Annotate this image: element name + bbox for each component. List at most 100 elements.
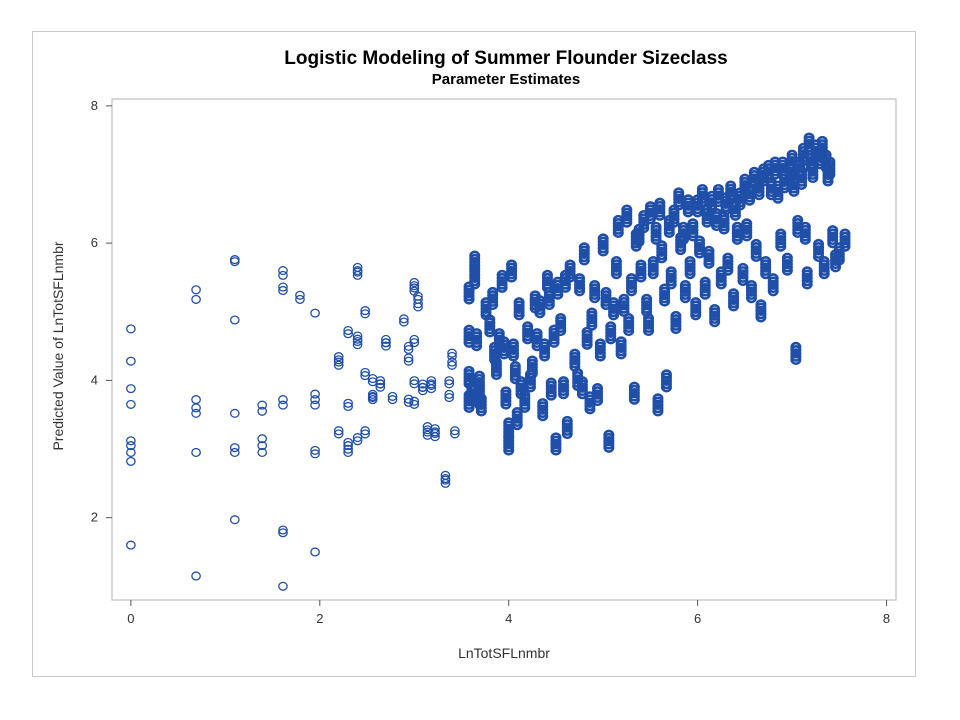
data-point [643, 312, 655, 324]
data-point [310, 445, 320, 455]
data-point [741, 218, 753, 229]
data-point [722, 252, 734, 263]
data-point [531, 328, 543, 339]
data-point [679, 280, 691, 291]
data-point [278, 395, 288, 405]
data-point [333, 429, 344, 439]
data-point [278, 285, 288, 296]
data-point [126, 356, 136, 366]
data-point [229, 447, 240, 457]
data-point [469, 250, 481, 261]
data-point [430, 428, 440, 439]
data-point [498, 336, 510, 347]
data-point [191, 294, 201, 304]
data-point [310, 400, 320, 410]
data-point [750, 238, 762, 250]
data-point [403, 353, 414, 363]
data-point [561, 415, 573, 427]
data-point [367, 395, 378, 405]
data-point [487, 286, 499, 298]
data-point [450, 429, 460, 439]
data-point [670, 310, 682, 322]
data-point [513, 297, 525, 308]
data-point [126, 447, 136, 457]
data-point [550, 432, 562, 443]
data-point [500, 386, 512, 397]
data-point [684, 256, 696, 267]
data-point [605, 321, 617, 332]
data-point [310, 308, 320, 318]
data-point [352, 336, 363, 347]
data-point [519, 389, 531, 401]
data-point [413, 302, 423, 312]
data-point [191, 408, 201, 418]
x-tick-label: 8 [883, 611, 890, 626]
data-point [712, 183, 724, 195]
data-point [755, 299, 767, 310]
data-point [257, 400, 268, 410]
data-point [618, 293, 630, 305]
data-point [229, 515, 240, 525]
x-tick-label: 4 [505, 611, 512, 626]
data-point [545, 377, 557, 388]
data-point [278, 528, 288, 538]
data-point [399, 317, 409, 327]
y-tick-label: 6 [91, 235, 98, 250]
data-point [615, 336, 627, 347]
data-point [537, 398, 549, 409]
data-point [775, 228, 787, 239]
data-point [490, 356, 502, 368]
data-point [257, 447, 268, 457]
data-point [503, 432, 515, 443]
data-point [801, 266, 813, 277]
data-point [569, 348, 581, 360]
data-point [333, 352, 344, 362]
data-point [473, 370, 485, 382]
x-tick-label: 0 [127, 611, 134, 626]
data-point [278, 525, 288, 535]
data-point [360, 367, 370, 377]
data-point [295, 294, 305, 304]
data-point [522, 321, 534, 332]
data-point [403, 356, 414, 366]
data-point [703, 245, 715, 257]
data-point [493, 328, 505, 339]
data-point [126, 456, 136, 466]
data-point [641, 293, 653, 305]
data-point [352, 340, 363, 350]
data-point [628, 381, 640, 392]
data-point [375, 379, 386, 389]
data-point [509, 361, 521, 372]
data-point [381, 341, 391, 351]
data-point [360, 309, 370, 319]
data-point [444, 392, 455, 403]
data-point [635, 259, 647, 270]
data-point [650, 221, 662, 233]
data-point [696, 183, 708, 195]
x-axis-label: LnTotSFLnmbr [458, 645, 550, 661]
data-point [403, 397, 414, 407]
data-point [600, 286, 612, 298]
data-point [126, 441, 136, 451]
data-point [781, 252, 793, 263]
data-point [469, 266, 481, 277]
data-point [310, 449, 320, 459]
data-point [403, 344, 414, 355]
data-point [654, 197, 666, 209]
data-point [352, 331, 363, 341]
data-point [447, 351, 457, 361]
data-point [352, 270, 363, 280]
data-point [447, 357, 457, 367]
data-point [589, 280, 601, 291]
data-point [558, 376, 570, 387]
data-point [447, 348, 457, 358]
data-point [191, 571, 201, 581]
data-point [790, 341, 802, 353]
data-point [623, 312, 635, 324]
data-point [278, 270, 288, 280]
data-point [597, 233, 609, 244]
data-point [673, 187, 685, 198]
data-point [360, 429, 370, 439]
data-point [352, 267, 363, 277]
data-point [767, 273, 779, 284]
